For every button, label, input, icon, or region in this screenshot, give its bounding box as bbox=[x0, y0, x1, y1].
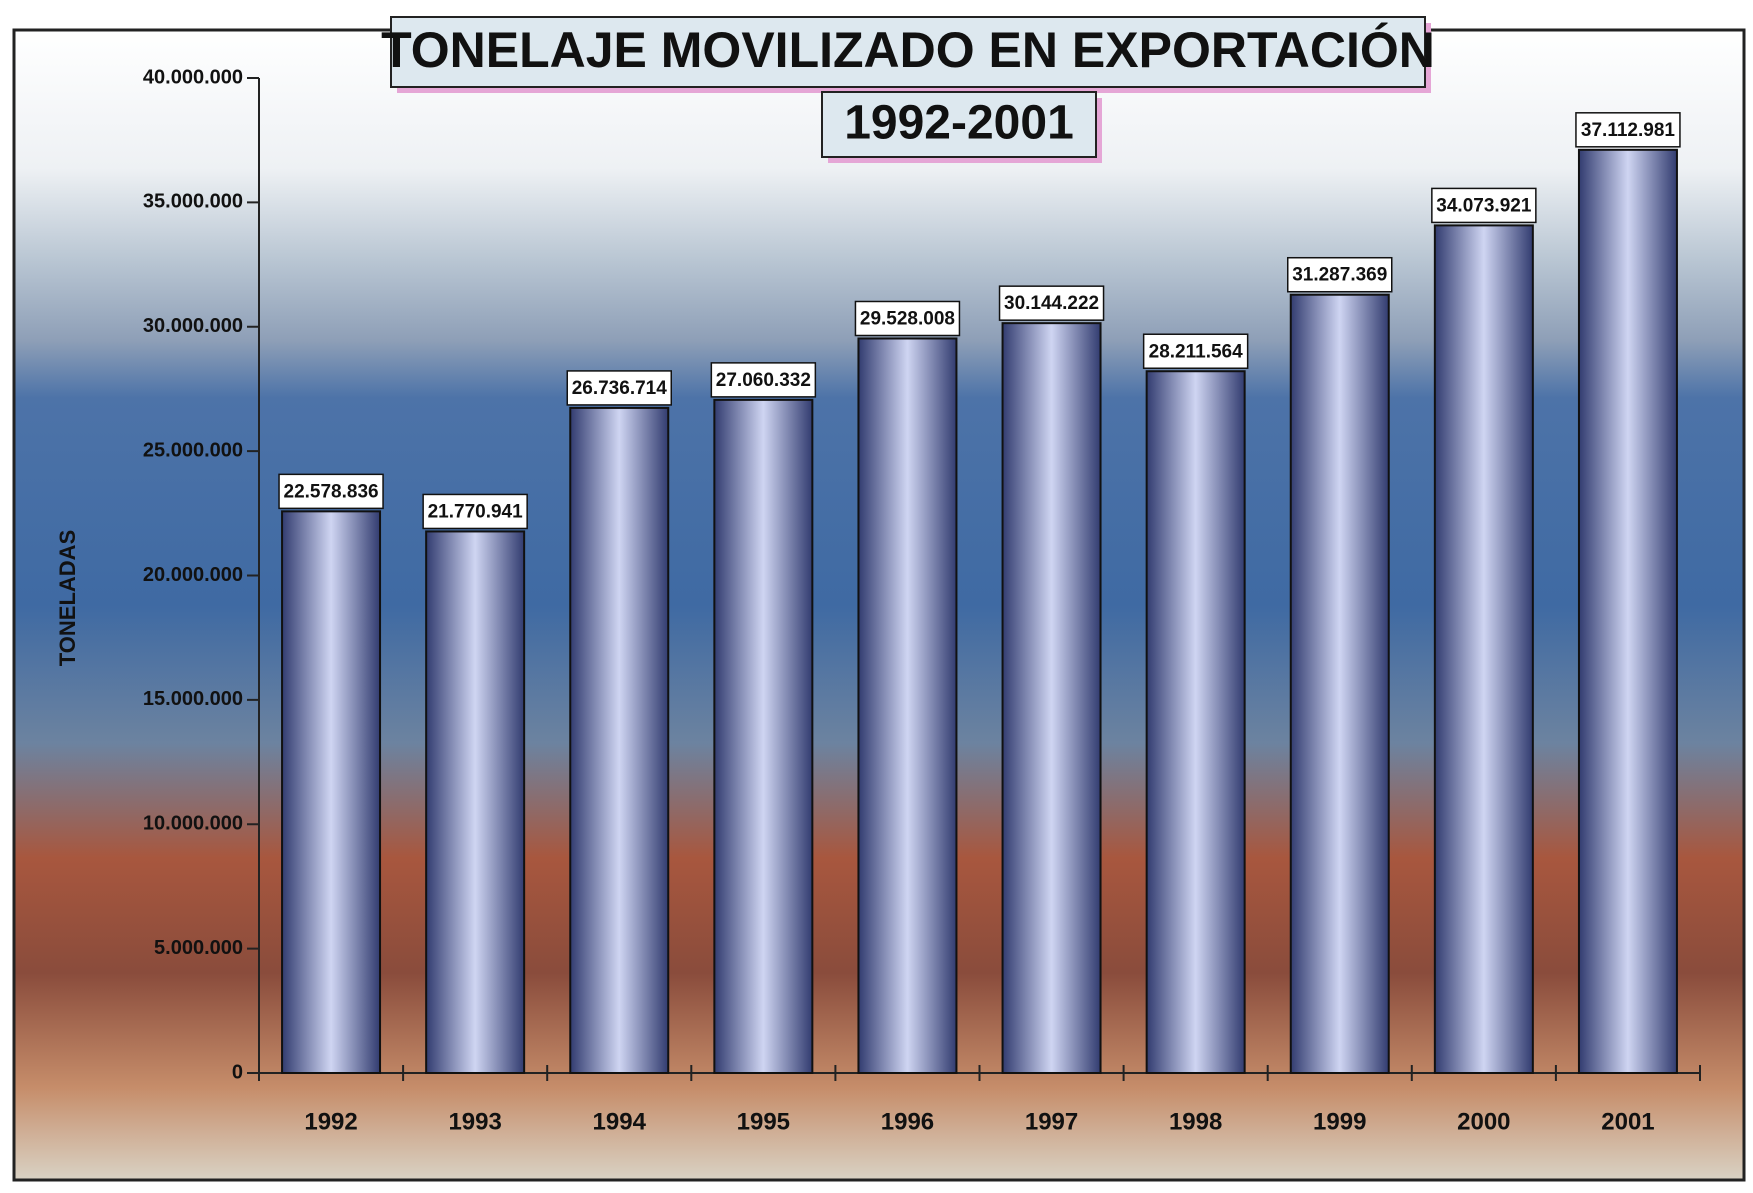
value-label: 21.770.941 bbox=[428, 501, 524, 522]
y-axis-label: TONELADAS bbox=[55, 530, 80, 667]
value-label: 26.736.714 bbox=[572, 378, 668, 399]
bar bbox=[570, 408, 668, 1073]
x-tick-label: 1993 bbox=[448, 1108, 501, 1135]
x-tick-label: 1996 bbox=[881, 1108, 934, 1135]
bar bbox=[1579, 150, 1677, 1073]
chart-title: TONELAJE MOVILIZADO EN EXPORTACIÓN bbox=[381, 22, 1435, 78]
x-tick-label: 1999 bbox=[1313, 1108, 1366, 1135]
y-tick-label: 5.000.000 bbox=[154, 937, 243, 959]
y-tick-label: 30.000.000 bbox=[143, 315, 243, 337]
y-tick-label: 0 bbox=[232, 1061, 243, 1083]
bar bbox=[858, 338, 956, 1073]
chart: TONELAJE MOVILIZADO EN EXPORTACIÓN 1992-… bbox=[0, 0, 1753, 1193]
value-label: 30.144.222 bbox=[1004, 293, 1099, 314]
chart-subtitle: 1992-2001 bbox=[844, 97, 1074, 150]
bar bbox=[1291, 295, 1389, 1073]
bar bbox=[1003, 323, 1101, 1073]
bar bbox=[282, 511, 380, 1073]
value-label: 29.528.008 bbox=[860, 309, 955, 330]
y-tick-label: 20.000.000 bbox=[143, 564, 243, 586]
value-label: 34.073.921 bbox=[1436, 195, 1532, 216]
value-label: 28.211.564 bbox=[1149, 341, 1243, 362]
y-tick-label: 35.000.000 bbox=[143, 191, 243, 213]
x-tick-label: 1998 bbox=[1169, 1108, 1222, 1135]
bar bbox=[714, 400, 812, 1073]
value-label: 37.112.981 bbox=[1581, 120, 1675, 141]
y-tick-label: 40.000.000 bbox=[143, 66, 243, 88]
y-tick-label: 25.000.000 bbox=[143, 439, 243, 461]
x-tick-label: 1994 bbox=[593, 1108, 647, 1135]
bar bbox=[1435, 225, 1533, 1073]
bar bbox=[426, 531, 524, 1073]
value-label: 22.578.836 bbox=[284, 481, 379, 502]
y-tick-label: 15.000.000 bbox=[143, 688, 243, 710]
x-tick-label: 1997 bbox=[1025, 1108, 1078, 1135]
bar bbox=[1147, 371, 1245, 1073]
x-tick-label: 2001 bbox=[1601, 1108, 1654, 1135]
value-label: 31.287.369 bbox=[1292, 265, 1387, 286]
x-tick-label: 1995 bbox=[737, 1108, 790, 1135]
x-tick-label: 2000 bbox=[1457, 1108, 1510, 1135]
value-label: 27.060.332 bbox=[716, 370, 811, 391]
y-tick-label: 10.000.000 bbox=[143, 813, 243, 835]
x-tick-label: 1992 bbox=[304, 1108, 357, 1135]
